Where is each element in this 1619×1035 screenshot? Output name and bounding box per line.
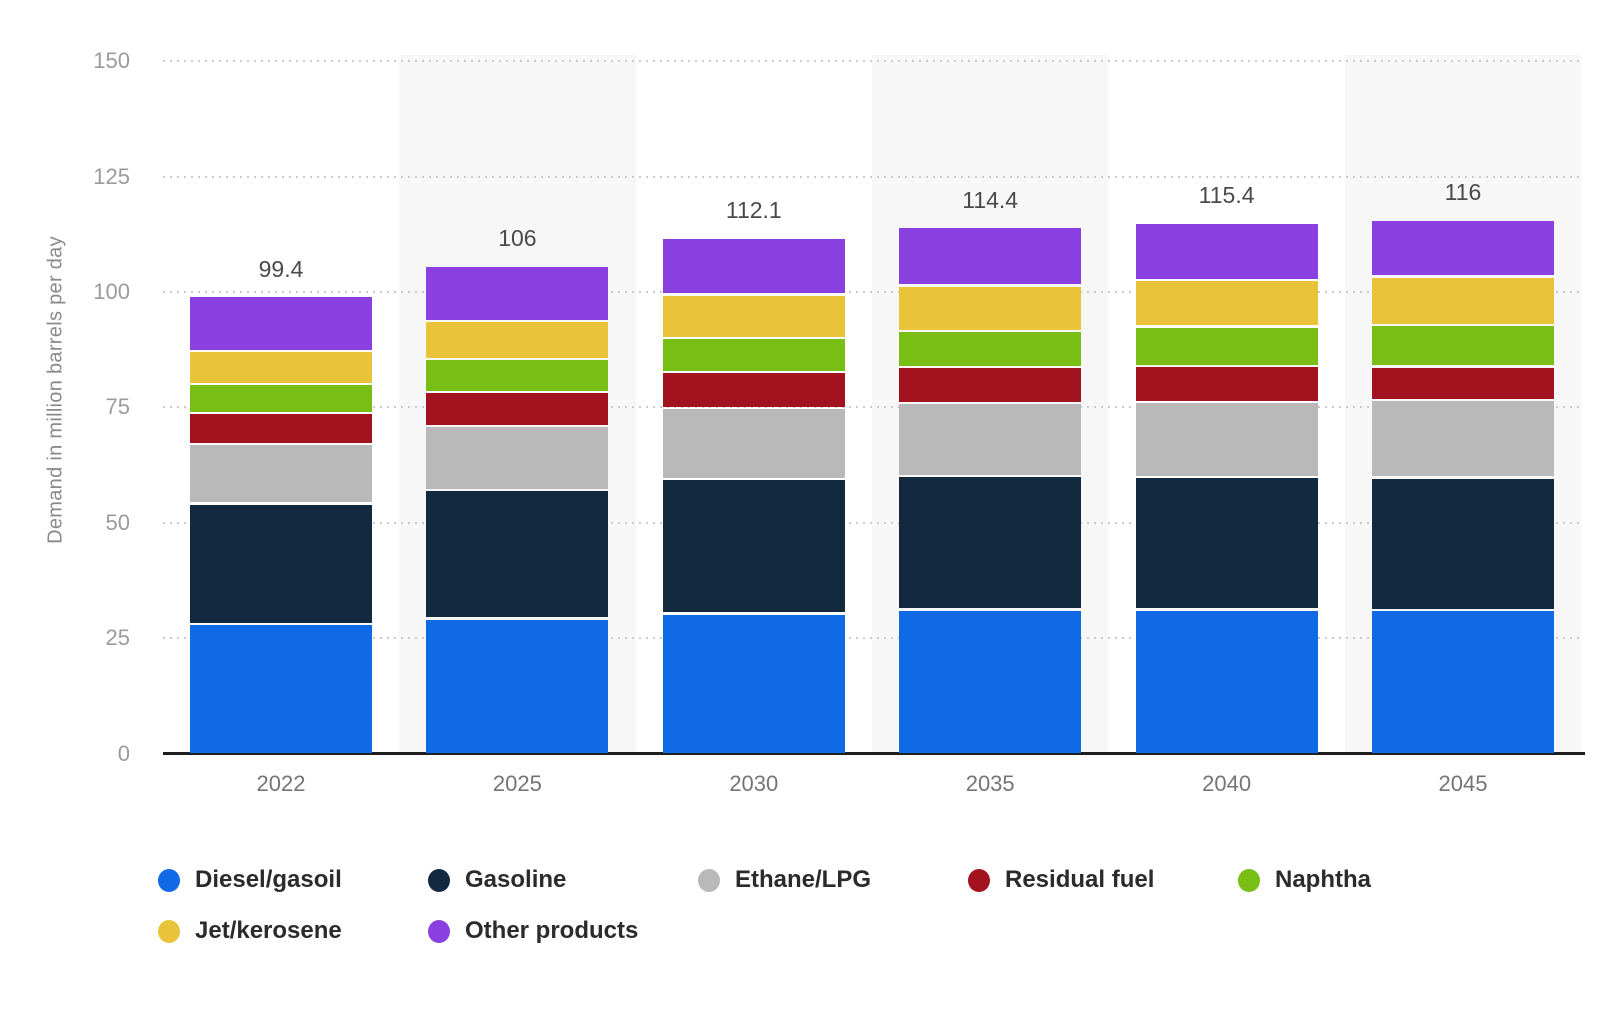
bar-2045 (1372, 218, 1554, 754)
legend-item-diesel-gasoil: Diesel/gasoil (158, 866, 342, 894)
bar-segment-residual-fuel (1372, 367, 1554, 399)
bar-segment-diesel-gasoil (1135, 610, 1318, 754)
bar-segment-residual-fuel (899, 368, 1082, 402)
grid-line (162, 60, 1582, 63)
bar-segment-ethane-lpg (426, 427, 609, 489)
bar-segment-residual-fuel (662, 373, 845, 407)
bar-2022 (190, 295, 372, 754)
bar-segment-jet-kerosene (899, 286, 1082, 330)
bar-segment-jet-kerosene (190, 352, 372, 383)
bar-segment-other-products (1372, 220, 1554, 276)
legend-label: Jet/kerosene (195, 917, 342, 944)
bar-segment-diesel-gasoil (899, 610, 1082, 754)
x-axis-label: 2045 (1438, 771, 1488, 796)
legend-item-ethane-lpg: Ethane/LPG (698, 866, 871, 894)
bar-segment-jet-kerosene (1135, 281, 1318, 326)
grid-line (162, 637, 1582, 640)
bar-segment-gasoline (190, 504, 372, 623)
y-tick-label: 50 (105, 509, 130, 535)
total-label: 116 (1444, 179, 1482, 206)
bar-segment-ethane-lpg (1372, 401, 1554, 477)
bar-2040 (1135, 221, 1318, 754)
y-tick-label: 150 (93, 48, 130, 74)
bar-segment-naphtha (1135, 327, 1318, 365)
legend-label: Residual fuel (1005, 866, 1155, 893)
grid-line (162, 521, 1582, 524)
legend-label: Gasoline (465, 866, 567, 893)
bar-segment-diesel-gasoil (662, 614, 845, 754)
x-axis-label: 2035 (965, 771, 1015, 796)
grid-line (162, 406, 1582, 409)
bar-segment-other-products (426, 266, 609, 320)
grid-line (162, 291, 1582, 294)
legend-swatch-icon (1238, 868, 1260, 892)
x-axis-label: 2040 (1202, 771, 1252, 796)
bar-segment-residual-fuel (426, 393, 609, 425)
legend-item-gasoline: Gasoline (428, 866, 566, 894)
bar-segment-jet-kerosene (662, 295, 845, 337)
total-label: 99.4 (258, 255, 304, 282)
legend-label: Ethane/LPG (735, 866, 872, 893)
bar-segment-other-products (662, 238, 845, 294)
bar-segment-jet-kerosene (426, 322, 609, 358)
y-tick-label: 25 (105, 625, 130, 651)
legend-label: Diesel/gasoil (195, 866, 342, 893)
y-tick-label: 0 (117, 740, 130, 766)
bar-segment-diesel-gasoil (426, 619, 609, 754)
bar-segment-naphtha (662, 339, 845, 371)
x-axis-label: 2025 (492, 771, 542, 796)
legend-label: Other products (465, 917, 639, 944)
x-axis-label: 2030 (729, 771, 779, 796)
bar-2025 (426, 264, 609, 754)
legend-swatch-icon (428, 919, 450, 943)
legend-item-jet-kerosene: Jet/kerosene (158, 917, 342, 945)
bar-segment-naphtha (426, 360, 609, 391)
bar-segment-gasoline (1135, 478, 1318, 609)
bar-segment-gasoline (662, 480, 845, 613)
total-label: 112.1 (725, 197, 782, 224)
bar-segment-gasoline (426, 491, 609, 618)
legend-label: Naphtha (1275, 866, 1371, 893)
total-label: 106 (498, 225, 537, 252)
bar-segment-naphtha (1372, 326, 1554, 366)
bar-segment-ethane-lpg (899, 404, 1082, 475)
bar-segment-ethane-lpg (190, 445, 372, 503)
bar-segment-other-products (899, 228, 1082, 285)
bar-2035 (899, 226, 1082, 754)
bar-segment-gasoline (899, 477, 1082, 609)
legend-item-naphtha: Naphtha (1238, 866, 1371, 894)
legend-swatch-icon (158, 868, 180, 892)
bar-segment-diesel-gasoil (190, 625, 372, 754)
grid-line (162, 175, 1582, 178)
bar-segment-residual-fuel (190, 414, 372, 443)
legend-item-other-products: Other products (428, 917, 638, 945)
legend-swatch-icon (698, 868, 720, 892)
x-axis-line (162, 752, 1586, 755)
y-tick-label: 125 (93, 163, 130, 189)
total-label: 114.4 (962, 186, 1019, 213)
bar-segment-gasoline (1372, 478, 1554, 609)
legend-swatch-icon (158, 919, 180, 943)
bar-segment-ethane-lpg (662, 409, 845, 478)
legend-swatch-icon (968, 868, 990, 892)
bar-segment-diesel-gasoil (1372, 611, 1554, 754)
y-tick-label: 75 (105, 394, 130, 420)
bar-segment-naphtha (899, 332, 1082, 366)
legend-item-residual-fuel: Residual fuel (968, 866, 1154, 894)
x-axis-label: 2022 (256, 771, 306, 796)
bar-segment-other-products (1135, 223, 1318, 279)
bar-segment-other-products (190, 297, 372, 350)
legend-swatch-icon (428, 868, 450, 892)
bar-segment-residual-fuel (1135, 367, 1318, 401)
bar-segment-ethane-lpg (1135, 403, 1318, 476)
y-tick-label: 100 (93, 279, 130, 305)
bar-2030 (662, 236, 845, 754)
bar-segment-naphtha (190, 385, 372, 412)
total-label: 115.4 (1198, 182, 1255, 209)
bar-segment-jet-kerosene (1372, 277, 1554, 324)
